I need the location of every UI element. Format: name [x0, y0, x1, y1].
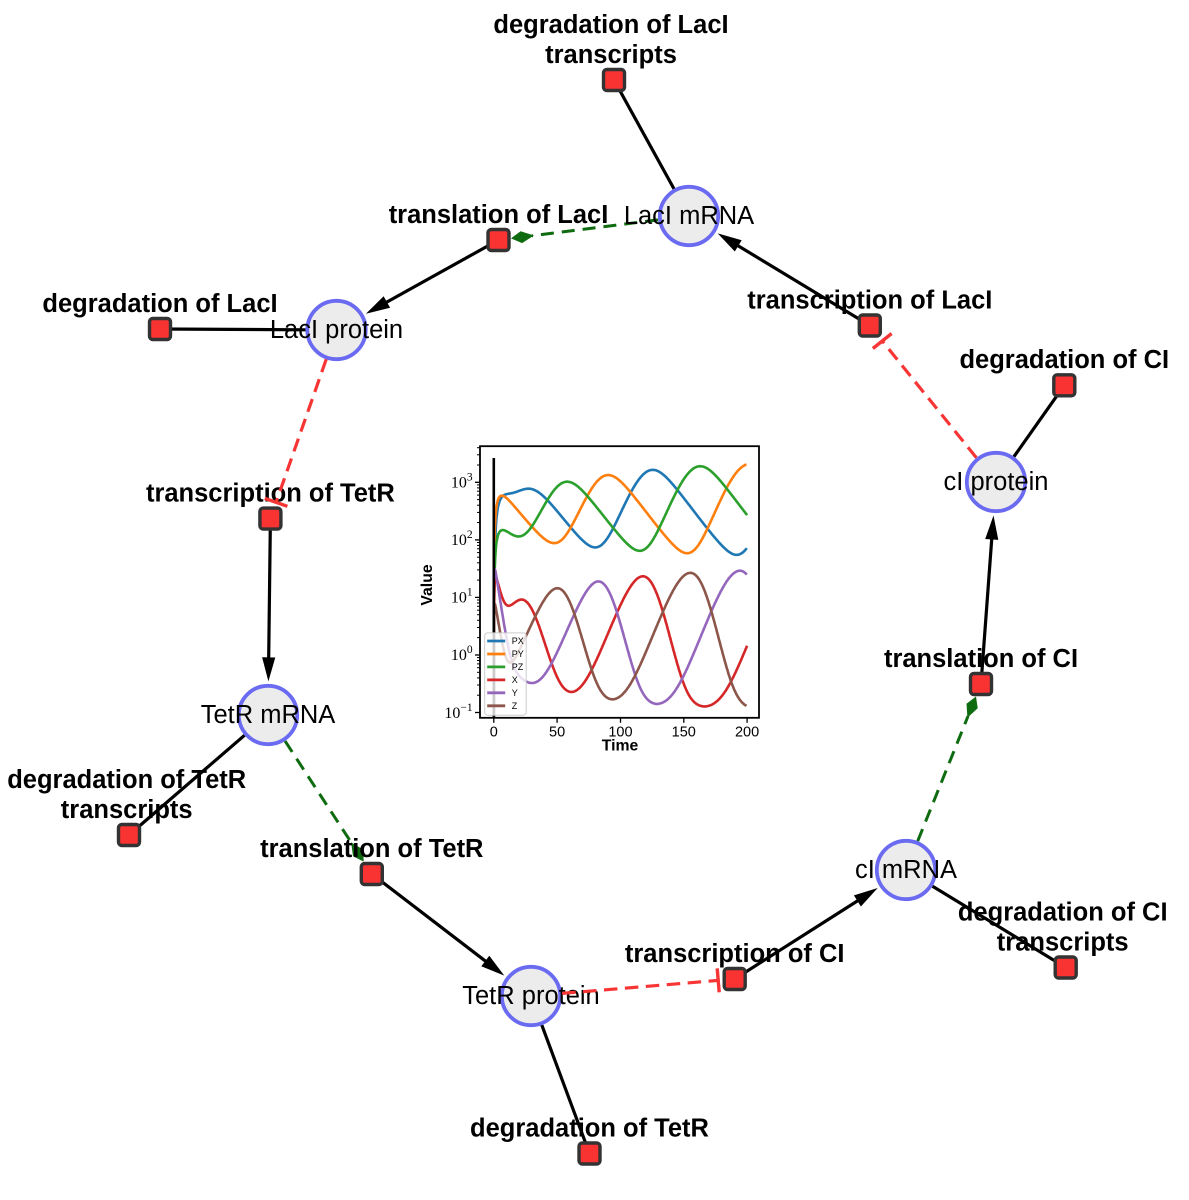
svg-text:0: 0 [490, 725, 498, 741]
svg-text:100: 100 [451, 644, 473, 664]
svg-text:transcription of CI: transcription of CI [625, 940, 845, 968]
svg-text:102: 102 [451, 529, 473, 549]
svg-text:Z: Z [512, 701, 518, 711]
svg-text:degradation of TetR: degradation of TetR [470, 1114, 709, 1142]
svg-text:transcription of TetR: transcription of TetR [146, 479, 395, 507]
svg-text:10−1: 10−1 [444, 702, 472, 722]
svg-text:PZ: PZ [512, 662, 524, 672]
svg-text:LacI mRNA: LacI mRNA [624, 202, 754, 230]
svg-text:degradation of CI: degradation of CI [958, 898, 1168, 926]
svg-text:transcripts: transcripts [545, 41, 677, 69]
svg-text:X: X [512, 675, 518, 685]
svg-text:transcripts: transcripts [61, 796, 193, 824]
svg-text:TetR protein: TetR protein [462, 982, 600, 1010]
svg-text:translation of TetR: translation of TetR [260, 835, 483, 863]
svg-text:Y: Y [512, 688, 518, 698]
svg-text:translation of LacI: translation of LacI [389, 201, 609, 229]
svg-text:cI protein: cI protein [944, 468, 1049, 496]
svg-text:200: 200 [735, 725, 759, 741]
svg-text:PX: PX [512, 636, 524, 646]
svg-text:cI mRNA: cI mRNA [855, 856, 957, 884]
svg-text:101: 101 [451, 587, 473, 607]
svg-text:Value: Value [419, 564, 436, 605]
svg-text:Time: Time [602, 738, 639, 755]
svg-text:103: 103 [451, 472, 473, 492]
svg-text:degradation of LacI: degradation of LacI [42, 290, 277, 318]
svg-text:translation of CI: translation of CI [884, 645, 1078, 673]
svg-text:PY: PY [512, 649, 524, 659]
svg-text:degradation of TetR: degradation of TetR [7, 766, 246, 794]
svg-text:LacI protein: LacI protein [270, 316, 403, 344]
svg-text:degradation of LacI: degradation of LacI [493, 11, 728, 39]
svg-text:transcripts: transcripts [997, 928, 1129, 956]
svg-text:TetR mRNA: TetR mRNA [201, 701, 336, 729]
svg-text:transcription of LacI: transcription of LacI [747, 286, 992, 314]
svg-text:150: 150 [672, 725, 696, 741]
svg-text:degradation of CI: degradation of CI [959, 346, 1169, 374]
svg-text:100: 100 [608, 725, 632, 741]
svg-text:50: 50 [549, 725, 565, 741]
